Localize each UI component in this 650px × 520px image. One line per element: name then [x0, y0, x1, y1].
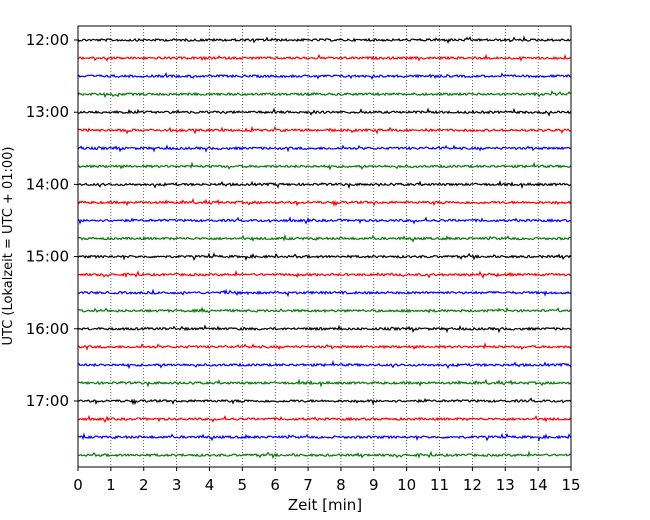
trace-line — [77, 306, 572, 314]
x-tick-label: 2 — [139, 476, 149, 494]
trace-line — [77, 35, 572, 45]
x-axis-label: Zeit [min] — [288, 496, 362, 514]
x-tick-label: 0 — [73, 476, 83, 494]
x-tick-label: 8 — [336, 476, 346, 494]
trace-line — [77, 71, 572, 80]
trace-line — [77, 216, 572, 225]
y-axis-label: UTC (Lokalzeit = UTC + 01:00) — [1, 147, 16, 346]
y-tick-label: 17:00 — [26, 392, 69, 410]
x-tick-label: 10 — [397, 476, 416, 494]
x-tick-label: 1 — [106, 476, 116, 494]
x-tick-label: 15 — [561, 476, 580, 494]
x-tick-label: 12 — [463, 476, 482, 494]
trace-line — [77, 378, 572, 388]
y-tick-label: 15:00 — [26, 248, 69, 266]
y-tick-label: 13:00 — [26, 103, 69, 121]
trace-line — [77, 233, 572, 243]
trace-line — [77, 414, 572, 424]
trace-line — [77, 342, 572, 351]
trace-line — [77, 161, 572, 171]
trace-line — [77, 89, 572, 99]
trace-line — [77, 53, 572, 62]
x-axis-ticks: 0 1 2 3 4 5 6 7 8 9 10 11 12 13 14 15 — [73, 467, 581, 494]
y-axis-ticks: 12:00 13:00 14:00 15:00 16:00 17:00 — [26, 31, 78, 410]
x-tick-label: 7 — [303, 476, 313, 494]
trace-line — [77, 269, 572, 279]
x-tick-label: 9 — [369, 476, 379, 494]
x-tick-label: 6 — [270, 476, 280, 494]
y-tick-label: 14:00 — [26, 175, 69, 193]
trace-line — [77, 360, 572, 370]
trace-line — [77, 252, 572, 262]
x-tick-label: 14 — [529, 476, 548, 494]
trace-line — [77, 179, 572, 190]
trace-line — [77, 198, 572, 207]
trace-line — [77, 432, 572, 442]
y-tick-label: 12:00 — [26, 31, 69, 49]
trace-line — [77, 107, 572, 117]
trace-line — [77, 397, 572, 406]
x-tick-label: 5 — [238, 476, 248, 494]
x-tick-label: 3 — [172, 476, 182, 494]
trace-line — [77, 125, 572, 135]
x-tick-label: 4 — [205, 476, 215, 494]
y-tick-label: 16:00 — [26, 320, 69, 338]
x-tick-label: 11 — [430, 476, 449, 494]
trace-line — [77, 288, 572, 298]
plot-frame — [77, 25, 572, 468]
x-tick-label: 13 — [496, 476, 515, 494]
trace-group — [77, 35, 572, 460]
trace-line — [77, 144, 572, 153]
trace-line — [77, 450, 572, 460]
trace-line — [77, 324, 572, 334]
